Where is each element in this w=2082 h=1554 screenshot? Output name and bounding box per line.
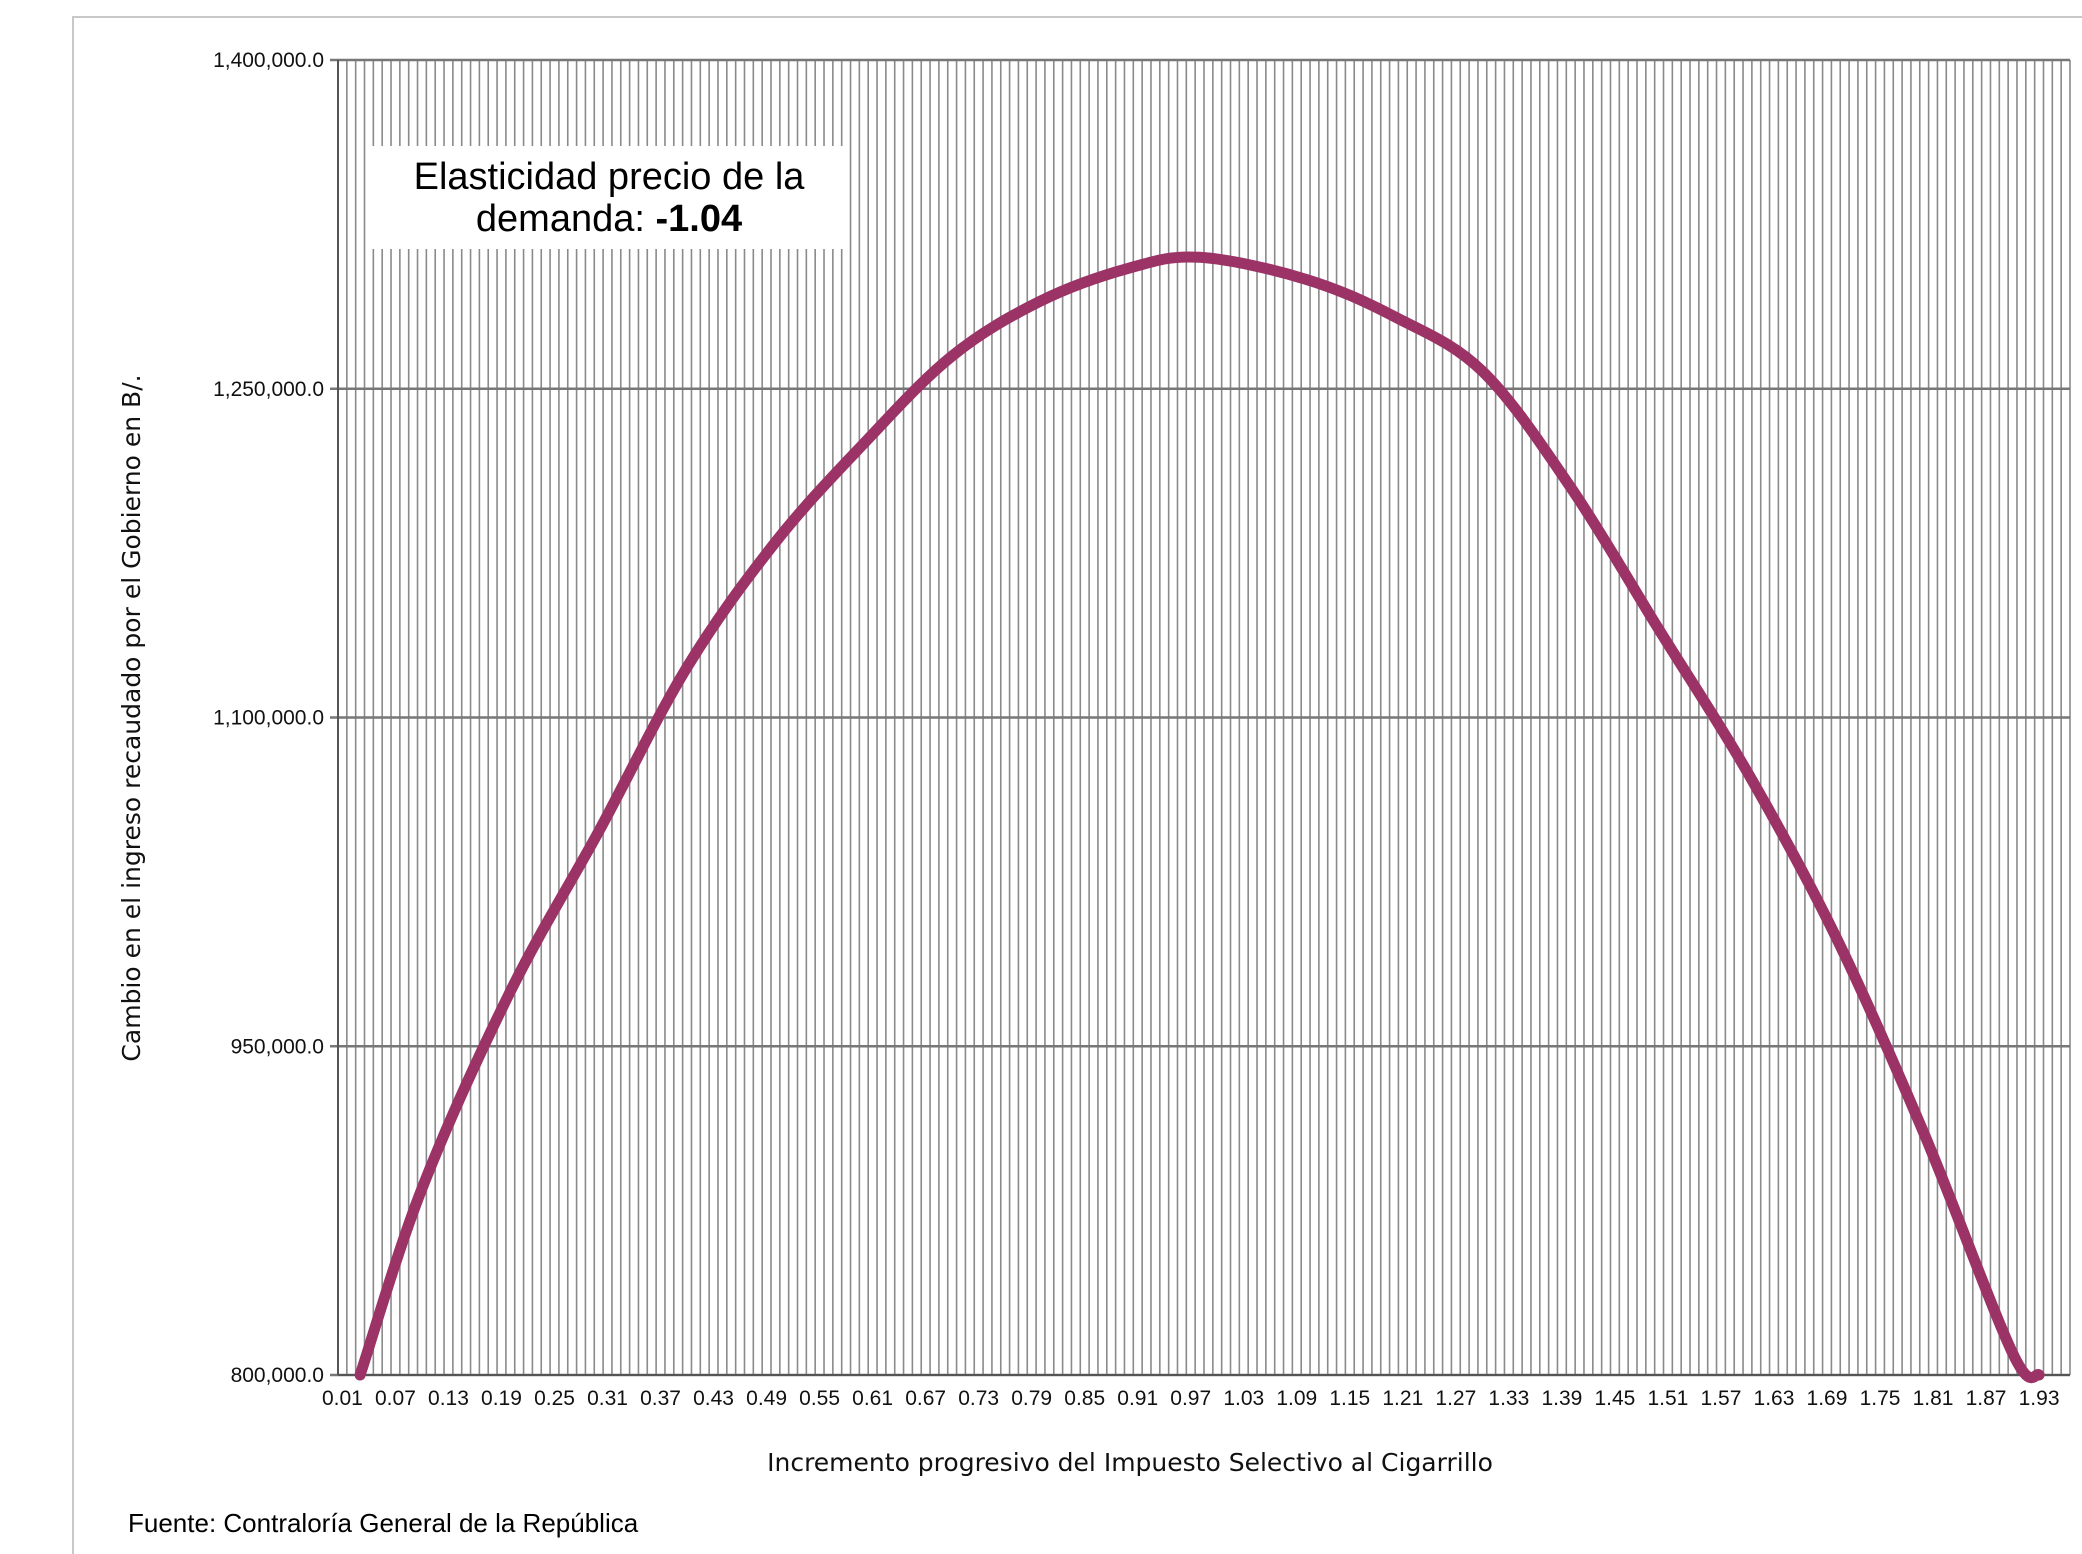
x-tick-label: 1.69 (1807, 1387, 1848, 1410)
annotation-line1: Elasticidad precio de la (414, 156, 806, 198)
x-tick-label: 1.09 (1276, 1387, 1317, 1410)
x-tick-label: 0.01 (322, 1387, 363, 1410)
x-tick-label: 1.33 (1488, 1387, 1529, 1410)
y-axis-title: Cambio en el ingreso recaudado por el Go… (117, 374, 146, 1061)
y-tick-label: 800,000.0 (231, 1364, 324, 1387)
x-tick-label: 1.27 (1435, 1387, 1476, 1410)
x-tick-labels: 0.01 0.07 0.13 0.19 0.25 0.31 0.37 0.43 0.49 0.55… (322, 1387, 2060, 1410)
y-tick-label: 1,100,000.0 (213, 707, 324, 730)
annotation-line2-prefix: demanda: (476, 198, 656, 240)
source-note: Fuente: Contraloría General de la Repúbl… (128, 1508, 639, 1538)
x-tick-label: 1.15 (1329, 1387, 1370, 1410)
y-tick-labels: 1,400,000.0 1,250,000.0 1,100,000.0 950,000… (213, 49, 324, 1387)
x-tick-label: 0.19 (481, 1387, 522, 1410)
x-tick-label: 1.21 (1382, 1387, 1423, 1410)
annotation-box (372, 146, 846, 249)
x-tick-label: 1.57 (1701, 1387, 1742, 1410)
x-tick-label: 0.49 (746, 1387, 787, 1410)
x-tick-label: 0.73 (958, 1387, 999, 1410)
y-tick-label: 1,250,000.0 (213, 378, 324, 401)
x-tick-label: 1.45 (1594, 1387, 1635, 1410)
x-tick-label: 0.13 (428, 1387, 469, 1410)
annotation-line2: demanda: -1.04 (476, 198, 742, 240)
x-tick-label: 0.97 (1170, 1387, 1211, 1410)
annotation-elasticity-value: -1.04 (655, 198, 742, 240)
x-tick-label: 0.43 (693, 1387, 734, 1410)
x-tick-label: 1.93 (2019, 1387, 2060, 1410)
x-tick-label: 0.79 (1011, 1387, 1052, 1410)
x-tick-label: 0.61 (852, 1387, 893, 1410)
x-tick-label: 0.91 (1117, 1387, 1158, 1410)
x-tick-label: 1.03 (1223, 1387, 1264, 1410)
x-tick-label: 0.67 (905, 1387, 946, 1410)
x-tick-label: 0.31 (587, 1387, 628, 1410)
x-tick-label: 0.07 (375, 1387, 416, 1410)
x-tick-label: 1.87 (1966, 1387, 2007, 1410)
x-tick-label: 1.39 (1541, 1387, 1582, 1410)
x-tick-label: 1.51 (1647, 1387, 1688, 1410)
series-line-revenue-change (354, 251, 2045, 1384)
chart-frame (72, 16, 2082, 1554)
x-tick-label: 1.81 (1913, 1387, 1954, 1410)
x-axis-title: Incremento progresivo del Impuesto Selec… (767, 1448, 1493, 1477)
x-tick-label: 0.55 (799, 1387, 840, 1410)
y-tick-label: 1,400,000.0 (213, 49, 324, 72)
x-tick-label: 0.85 (1064, 1387, 1105, 1410)
x-tick-label: 1.63 (1754, 1387, 1795, 1410)
x-tick-label: 1.75 (1860, 1387, 1901, 1410)
x-tick-label: 0.25 (534, 1387, 575, 1410)
y-tick-label: 950,000.0 (231, 1035, 324, 1058)
x-tick-label: 0.37 (640, 1387, 681, 1410)
